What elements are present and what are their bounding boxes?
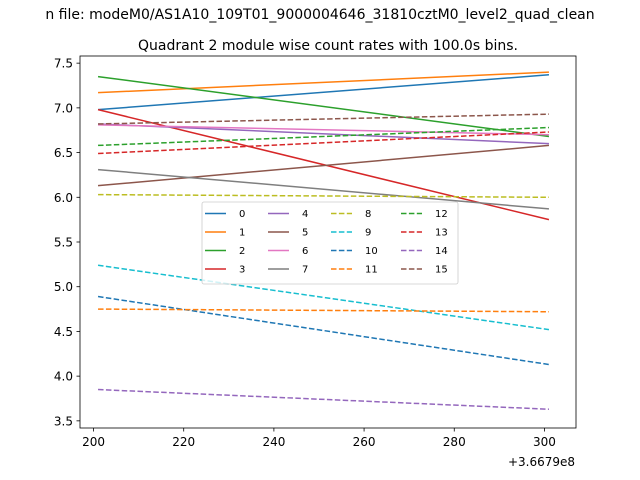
series-line-5 — [97, 144, 550, 187]
legend-label-13: 13 — [435, 228, 448, 239]
legend-label-1: 1 — [239, 228, 245, 239]
y-tick-label: 6.5 — [54, 146, 73, 160]
legend-label-15: 15 — [435, 265, 448, 276]
y-tick-label: 4.5 — [54, 325, 73, 339]
x-tick-label: 220 — [172, 435, 195, 449]
x-tick-label: 260 — [353, 435, 376, 449]
series-line-1 — [98, 71, 549, 94]
x-tick-label: 300 — [533, 435, 556, 449]
x-tick-label: 240 — [262, 435, 285, 449]
chart-title: Quadrant 2 module wise count rates with … — [138, 38, 518, 54]
x-axis-offset-label: +3.6679e8 — [508, 455, 575, 469]
series-line-2 — [97, 75, 550, 138]
x-tick-label: 200 — [82, 435, 105, 449]
legend-box — [201, 201, 459, 285]
y-tick-label: 5.0 — [54, 280, 73, 294]
legend-label-14: 14 — [435, 246, 448, 257]
series-line-12 — [98, 126, 549, 147]
series-line-9 — [97, 264, 550, 331]
legend-label-8: 8 — [365, 209, 371, 220]
series-line-0 — [97, 74, 550, 111]
series-line-6 — [98, 124, 549, 136]
legend-label-12: 12 — [435, 209, 448, 220]
series-line-14 — [98, 388, 549, 410]
legend-label-7: 7 — [302, 265, 308, 276]
y-tick-label: 7.0 — [54, 101, 73, 115]
y-tick-label: 5.5 — [54, 236, 73, 250]
y-tick-label: 6.0 — [54, 191, 73, 205]
legend-label-5: 5 — [302, 228, 308, 239]
legend-label-11: 11 — [365, 265, 378, 276]
series-line-7 — [97, 168, 550, 210]
legend-label-2: 2 — [239, 246, 245, 257]
legend-label-0: 0 — [239, 209, 245, 220]
legend-label-9: 9 — [365, 228, 371, 239]
series-line-10 — [97, 295, 550, 366]
y-tick-label: 7.5 — [54, 57, 73, 71]
series-line-11 — [98, 308, 549, 313]
y-tick-label: 3.5 — [54, 414, 73, 428]
figure-suptitle: n file: modeM0/AS1A10_109T01_9000004646_… — [45, 7, 594, 23]
x-tick-label: 280 — [443, 435, 466, 449]
legend-label-6: 6 — [302, 246, 308, 257]
axes: 200 220 240 260 280 3003.54.04.55.05.56.06.57… — [54, 55, 577, 449]
legend-label-4: 4 — [302, 209, 308, 220]
series-line-8 — [98, 193, 549, 199]
series-line-13 — [98, 131, 549, 155]
series-line-15 — [98, 113, 549, 125]
plot-area — [97, 71, 550, 410]
y-tick-label: 4.0 — [54, 370, 73, 384]
legend-label-10: 10 — [365, 246, 378, 257]
legend-label-3: 3 — [239, 265, 245, 276]
